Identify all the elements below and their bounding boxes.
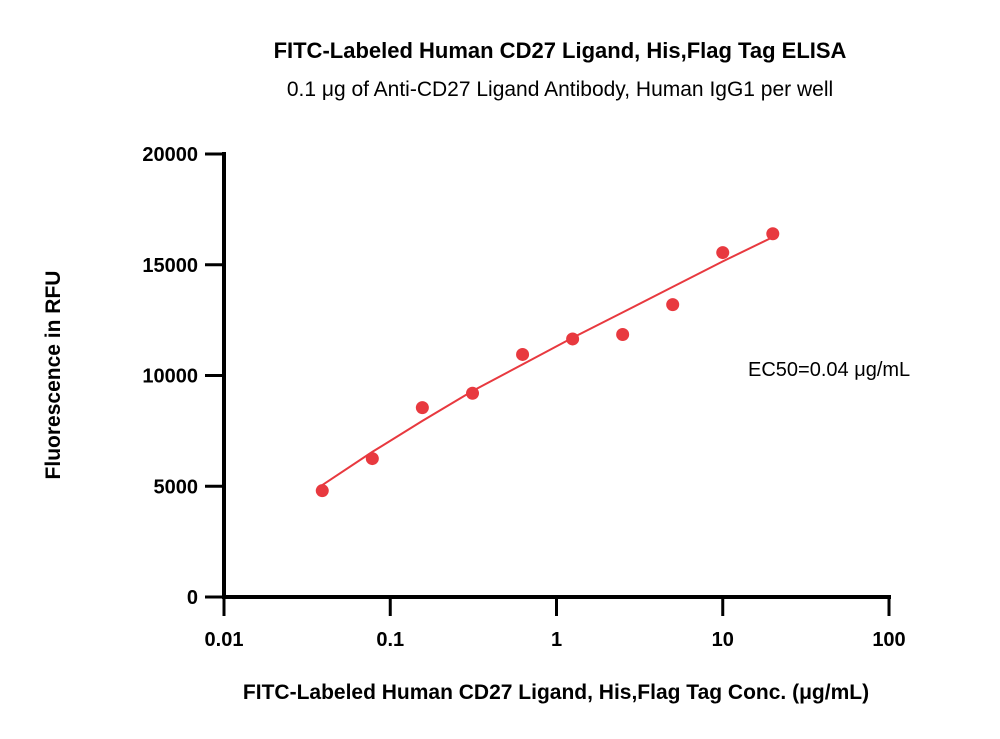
data-point <box>466 386 480 400</box>
y-tick-label: 20000 <box>142 144 198 166</box>
data-point <box>315 484 329 498</box>
y-axis-ticks: 0 5000 10000 15000 20000 <box>142 144 224 609</box>
x-axis: 0.01 0.1 1 10 100 <box>205 595 906 651</box>
x-axis-ticks: 0.01 0.1 1 10 100 <box>205 597 906 651</box>
x-tick-label: 1 <box>551 629 562 651</box>
x-tick-label: 100 <box>872 629 905 651</box>
data-point <box>716 246 730 260</box>
plot-area <box>315 227 780 498</box>
x-tick-label: 0.1 <box>376 629 404 651</box>
y-tick-label: 5000 <box>154 476 199 498</box>
data-point <box>365 452 379 466</box>
ec50-annotation: EC50=0.04 μg/mL <box>748 359 910 381</box>
y-tick-label: 0 <box>187 587 198 609</box>
chart-subtitle: 0.1 μg of Anti-CD27 Ligand Antibody, Hum… <box>287 78 833 101</box>
x-tick-label: 0.01 <box>205 629 244 651</box>
x-axis-title: FITC-Labeled Human CD27 Ligand, His,Flag… <box>243 681 869 704</box>
data-point <box>566 332 580 346</box>
y-tick-label: 15000 <box>142 255 198 277</box>
chart-title: FITC-Labeled Human CD27 Ligand, His,Flag… <box>274 38 847 63</box>
data-point <box>516 347 530 361</box>
y-axis-title: Fluorescence in RFU <box>42 271 65 480</box>
x-tick-label: 10 <box>712 629 734 651</box>
data-point <box>766 227 780 241</box>
fit-curve-line <box>321 236 774 486</box>
y-axis: 0 5000 10000 15000 20000 <box>142 144 226 609</box>
y-tick-label: 10000 <box>142 366 198 388</box>
data-point <box>666 298 680 312</box>
data-point <box>415 401 429 415</box>
data-point <box>616 328 630 342</box>
